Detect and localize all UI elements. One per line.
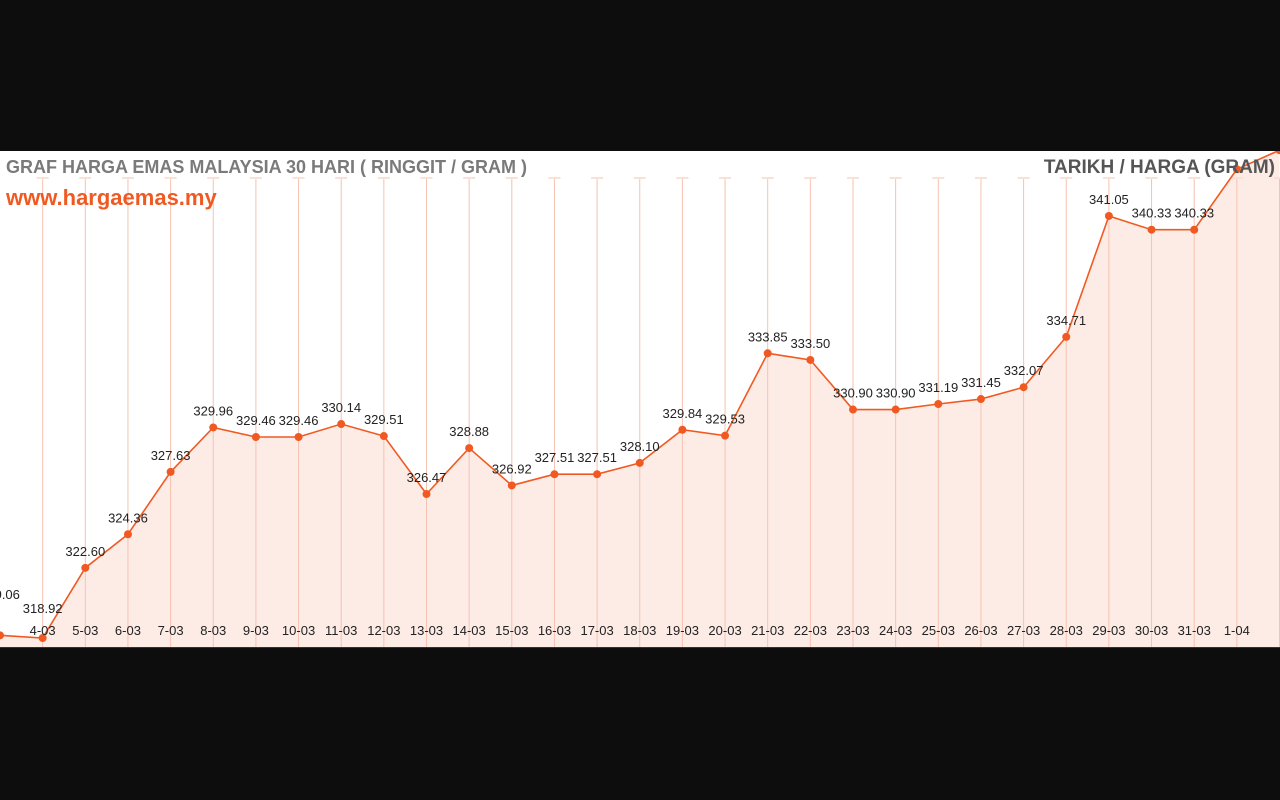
tick-label-13-03: 13-03 [410,623,443,638]
data-point-18-03 [635,458,644,467]
tick-label-28-03: 28-03 [1050,623,1083,638]
tick-label-12-03: 12-03 [367,623,400,638]
tick-label-7-03: 7-03 [158,623,184,638]
data-point-12-03 [379,432,388,441]
data-label-22-03: 333.50 [790,336,830,351]
tick-label-24-03: 24-03 [879,623,912,638]
area-fill [0,151,1280,648]
tick-label-21-03: 21-03 [751,623,784,638]
data-label-5-03: 322.60 [65,544,105,559]
data-point-13-03 [422,490,431,499]
data-label-11-03: 330.14 [321,400,361,415]
data-point-21-03 [763,349,772,358]
data-point-6-03 [123,530,132,539]
data-point-8-03 [209,423,218,432]
tick-label-9-03: 9-03 [243,623,269,638]
chart-title: GRAF HARGA EMAS MALAYSIA 30 HARI ( RINGG… [6,157,528,177]
data-label-20-03: 329.53 [705,412,745,427]
tick-label-22-03: 22-03 [794,623,827,638]
data-point-14-03 [465,444,474,453]
data-point-4-03 [38,634,47,642]
data-point-27-03 [1019,383,1028,392]
data-point-11-03 [337,420,346,429]
data-point-9-03 [251,433,260,442]
data-label-25-03: 331.19 [918,380,958,395]
tick-label-31-03: 31-03 [1178,623,1211,638]
tick-label-6-03: 6-03 [115,623,141,638]
data-point-22-03 [806,355,815,364]
data-label-12-03: 329.51 [364,412,404,427]
tick-label-27-03: 27-03 [1007,623,1040,638]
data-label-9-03: 329.46 [236,413,276,428]
data-point-3-03 [0,631,4,640]
data-point-15-03 [507,481,516,490]
data-point-28-03 [1062,332,1071,341]
data-point-30-03 [1147,225,1156,234]
data-label-28-03: 334.71 [1046,313,1086,328]
data-point-26-03 [976,395,985,404]
data-label-13-03: 326.47 [407,470,447,485]
data-label-15-03: 326.92 [492,461,532,476]
data-label-10-03: 329.46 [279,413,319,428]
tick-label-23-03: 23-03 [836,623,869,638]
data-point-24-03 [891,405,900,414]
data-point-7-03 [166,467,175,476]
tick-label-19-03: 19-03 [666,623,699,638]
data-point-2-04 [1275,151,1280,155]
data-point-10-03 [294,433,303,442]
data-label-24-03: 330.90 [876,386,916,401]
data-label-19-03: 329.84 [663,406,703,421]
data-point-20-03 [721,431,730,440]
data-point-25-03 [934,400,943,409]
tick-label-25-03: 25-03 [922,623,955,638]
tick-label-20-03: 20-03 [708,623,741,638]
data-point-5-03 [81,563,90,572]
data-label-21-03: 333.85 [748,329,788,344]
tick-label-16-03: 16-03 [538,623,571,638]
data-label-16-03: 327.51 [535,450,575,465]
tick-label-29-03: 29-03 [1092,623,1125,638]
tick-label-8-03: 8-03 [200,623,226,638]
tick-label-1-04: 1-04 [1224,623,1250,638]
tick-label-26-03: 26-03 [964,623,997,638]
data-label-14-03: 328.88 [449,424,489,439]
tick-label-10-03: 10-03 [282,623,315,638]
data-label-6-03: 324.36 [108,510,148,525]
tick-label-18-03: 18-03 [623,623,656,638]
data-label-8-03: 329.96 [193,403,233,418]
data-label-18-03: 328.10 [620,439,660,454]
tick-label-17-03: 17-03 [580,623,613,638]
data-label-30-03: 340.33 [1132,206,1172,221]
tick-label-5-03: 5-03 [72,623,98,638]
tick-label-4-03: 4-03 [30,623,56,638]
tick-label-30-03: 30-03 [1135,623,1168,638]
data-label-26-03: 331.45 [961,375,1001,390]
tick-label-15-03: 15-03 [495,623,528,638]
data-label-23-03: 330.90 [833,386,873,401]
data-label-7-03: 327.63 [151,448,191,463]
data-point-31-03 [1190,225,1199,234]
data-point-16-03 [550,470,559,479]
data-point-19-03 [678,425,687,434]
data-label-27-03: 332.07 [1004,363,1044,378]
data-point-29-03 [1104,211,1113,220]
data-point-1-04 [1232,165,1241,174]
data-label-4-03: 318.92 [23,601,63,616]
legend-label: TARIKH / HARGA (GRAM) [1043,157,1275,178]
data-point-23-03 [849,405,857,414]
tick-label-14-03: 14-03 [453,623,486,638]
data-label-29-03: 341.05 [1089,192,1129,207]
site-link[interactable]: www.hargaemas.my [6,185,217,210]
data-label-3-03: 319.06 [0,587,20,602]
data-label-31-03: 340.33 [1174,206,1214,221]
data-point-17-03 [593,470,602,479]
data-label-17-03: 327.51 [577,450,617,465]
tick-label-11-03: 11-03 [325,623,357,638]
